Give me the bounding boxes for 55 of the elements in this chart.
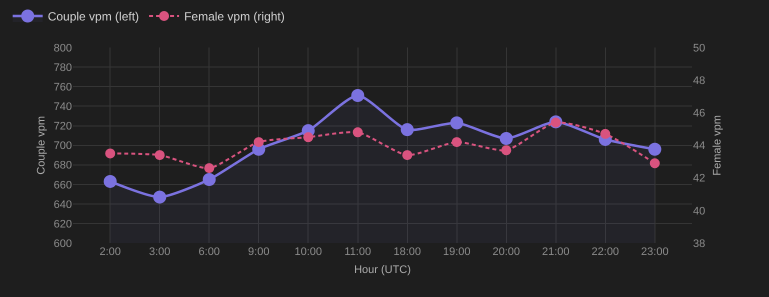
- y2-tick-label: 50: [693, 42, 706, 54]
- x-tick-label: 10:00: [294, 246, 322, 258]
- point: [600, 128, 610, 139]
- y2-tick-label: 40: [693, 205, 706, 218]
- point: [154, 150, 165, 160]
- y-tick-label: 620: [54, 218, 72, 230]
- x-tick-label: 19:00: [442, 246, 471, 258]
- x-tick-label: 9:00: [248, 246, 270, 258]
- point: [450, 116, 464, 130]
- x-tick-label: 21:00: [542, 246, 570, 258]
- point: [153, 190, 166, 204]
- point: [204, 163, 214, 174]
- point: [254, 137, 264, 148]
- y-axis-title: Couple vpm: [35, 116, 48, 175]
- legend-label: Female vpm (right): [184, 10, 285, 24]
- point: [402, 150, 412, 160]
- legend-label: Couple vpm (left): [48, 10, 140, 24]
- y2-tick-label: 38: [693, 238, 706, 250]
- x-tick-label: 3:00: [149, 246, 170, 258]
- point: [303, 132, 314, 142]
- y2-tick-label: 44: [693, 140, 706, 152]
- y-tick-label: 660: [54, 179, 72, 192]
- y2-axis-title: Female vpm: [711, 115, 724, 176]
- y-tick-label: 780: [54, 62, 72, 74]
- y-tick-label: 760: [54, 82, 72, 94]
- point: [650, 158, 660, 168]
- x-tick-label: 20:00: [492, 246, 520, 258]
- y-tick-label: 640: [54, 198, 72, 211]
- y2-tick-label: 48: [693, 75, 706, 88]
- point: [352, 127, 363, 138]
- point: [351, 88, 364, 102]
- y-tick-label: 600: [54, 238, 72, 250]
- x-tick-label: 22:00: [592, 246, 620, 258]
- point: [500, 132, 513, 145]
- point: [104, 174, 117, 188]
- y-tick-label: 720: [54, 120, 72, 133]
- y-tick-label: 680: [54, 160, 72, 172]
- x-tick-label: 11:00: [344, 246, 372, 258]
- x-axis-title: Hour (UTC): [354, 264, 411, 276]
- point: [202, 173, 216, 186]
- x-tick-label: 2:00: [99, 246, 121, 258]
- point: [105, 148, 116, 158]
- point: [400, 123, 414, 136]
- y-tick-label: 700: [54, 140, 72, 152]
- point: [501, 145, 512, 156]
- x-tick-label: 23:00: [641, 246, 669, 258]
- x-tick-label: 18:00: [393, 246, 422, 258]
- x-tick-label: 6:00: [198, 246, 220, 258]
- point: [452, 137, 462, 148]
- y-tick-label: 800: [54, 42, 72, 54]
- point: [550, 118, 561, 128]
- y2-tick-label: 42: [693, 172, 706, 185]
- point: [648, 142, 662, 156]
- y-tick-label: 740: [54, 101, 72, 114]
- y2-tick-label: 46: [693, 108, 706, 120]
